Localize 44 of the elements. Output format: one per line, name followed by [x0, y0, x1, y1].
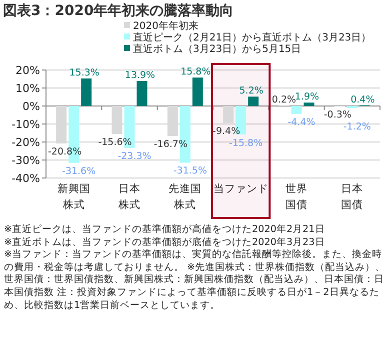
bar [81, 78, 92, 106]
x-tick-label: 先進国株式 [168, 182, 202, 211]
text: 15.8% [180, 66, 211, 78]
y-tick-label: -10% [12, 118, 40, 131]
bar [291, 106, 302, 114]
text: 0.4% [350, 94, 375, 106]
y-tick-label: -30% [12, 154, 40, 167]
text: 1.9% [294, 92, 320, 103]
text: -9.4% [212, 126, 240, 137]
bar [248, 96, 259, 106]
text: -31.6% [62, 166, 96, 177]
x-tick-label: 新興国株式 [57, 182, 90, 211]
text: -1.2% [343, 122, 371, 133]
bar [192, 78, 203, 106]
text: ※直近ボトムは、当ファンドの基準価額が底値をつけた2020年3月23日 [4, 236, 326, 249]
text: -15.6% [98, 137, 132, 148]
chart-title: 図表3：2020年年初来の騰落率動向 [3, 2, 234, 19]
text: 13.9% [124, 70, 156, 81]
text: 5.2% [239, 86, 264, 97]
bar [304, 102, 314, 106]
text: -0.3% [324, 110, 352, 121]
text: -16.7% [154, 139, 188, 150]
x-tick-label: 世界国債 [286, 182, 308, 211]
x-tick-label: 日本国債 [341, 182, 364, 211]
text: -23.3% [118, 150, 152, 162]
text: 0.2% [272, 94, 296, 106]
text: ※当ファンド：当ファンドの基準価額は、実質的な信託報酬等控除後。また、換金時の費用・税金等は考慮しておりません。 ※先進国株式：世界株価指数（配当込み）、世界国債：世界国債指数、新興国株式：新興国株価指数（配当込み）、日本国債：日本国債指数 注：投資対象ファンドによって基準価額に反映する日が1－2日異なるため、比較指数は1営業日前ベースとしています。 [4, 249, 386, 312]
y-tick-label: -40% [12, 172, 40, 185]
y-tick-label: 0% [22, 100, 40, 113]
text: -4.4% [288, 116, 316, 128]
x-tick-label: 日本株式 [118, 182, 140, 211]
legend-label: 直近ボトム（3月23日）から5月15日 [133, 43, 302, 55]
text: -31.5% [173, 166, 207, 177]
y-tick-label: 10% [16, 82, 40, 95]
legend-label: 2020年年初来 [133, 20, 198, 32]
text: -15.8% [229, 138, 263, 149]
text: 15.3% [69, 67, 100, 78]
x-tick-label: 当ファンド [213, 183, 268, 195]
bar [136, 80, 148, 106]
y-tick-label: -20% [12, 136, 40, 149]
text: -20.8% [48, 146, 82, 158]
text: ※直近ピークは、当ファンドの基準価額が高値をつけた2020年2月21日 [4, 224, 326, 237]
legend-label: 直近ピーク（2月21日）から直近ボトム（3月23日） [133, 32, 372, 44]
y-tick-label: 20% [16, 64, 40, 77]
